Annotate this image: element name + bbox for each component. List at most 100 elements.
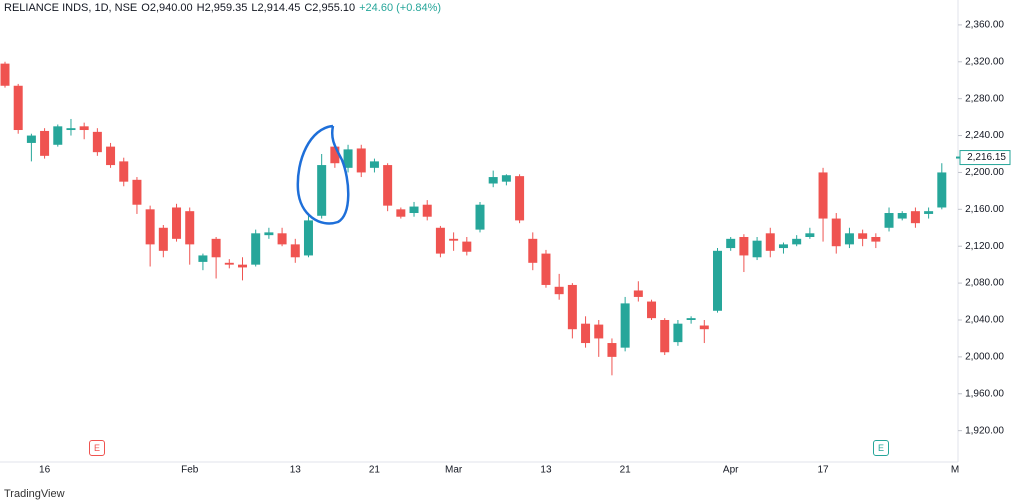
header-item: O2,940.00: [141, 2, 193, 14]
candle-body: [79, 126, 89, 131]
x-tick-label: Mar: [445, 465, 463, 476]
candle-body: [185, 211, 195, 245]
candle-body: [330, 146, 340, 164]
candle-body: [343, 149, 353, 168]
candle-body: [488, 177, 498, 184]
y-tick-label: 2,040.00: [965, 315, 1004, 326]
candle-body: [581, 323, 591, 344]
header-item: H2,959.35: [196, 2, 248, 14]
y-tick-label: 2,120.00: [965, 241, 1004, 252]
candle-body: [383, 165, 393, 206]
last-price-label: 2,216.15: [967, 152, 1006, 163]
candle-body: [739, 236, 749, 256]
candle-body: [119, 161, 129, 182]
candle-body: [356, 148, 366, 173]
candle-body: [937, 172, 947, 208]
y-tick-label: 2,360.00: [965, 20, 1004, 31]
candle-body: [686, 318, 696, 320]
candle-body: [264, 232, 274, 236]
candle-body: [198, 255, 208, 262]
candle-body: [713, 250, 722, 311]
candle-body: [752, 240, 762, 258]
y-tick-label: 2,320.00: [965, 56, 1004, 67]
candle-body: [620, 303, 630, 348]
header: RELIANCE INDS, 1D, NSE O2,940.00 H2,959.35…: [4, 2, 445, 14]
candle-body: [26, 135, 36, 143]
candle-body: [211, 238, 221, 258]
candle-body: [594, 324, 604, 339]
candle-body: [409, 206, 419, 214]
candle-body: [369, 161, 379, 168]
header-item: RELIANCE INDS, 1D, NSE: [4, 2, 138, 14]
x-tick-label: 13: [290, 465, 302, 476]
header-item: C2,955.10: [304, 2, 356, 14]
candle-body: [396, 209, 406, 217]
candle-body: [435, 227, 445, 254]
candle-body: [871, 236, 881, 242]
candle-body: [924, 211, 934, 214]
candle-body: [647, 301, 657, 319]
candle-body: [92, 131, 102, 153]
candle-body: [106, 146, 116, 166]
candle-body: [699, 325, 709, 330]
x-tick-label: Apr: [723, 465, 739, 476]
candle-body: [145, 209, 155, 245]
candle-body: [884, 213, 894, 228]
x-tick-label: 13: [540, 465, 552, 476]
candle-body: [251, 233, 261, 265]
candle-body: [607, 343, 617, 357]
candle-body: [303, 220, 313, 256]
x-tick-label: M: [951, 465, 959, 476]
y-tick-label: 2,160.00: [965, 204, 1004, 215]
candle-body: [515, 176, 525, 221]
candle-body: [277, 233, 287, 245]
candle-body: [132, 179, 142, 205]
candle-body: [290, 244, 300, 258]
candle-body: [541, 253, 551, 285]
candle-body: [858, 233, 868, 239]
candle-body: [567, 284, 577, 330]
x-tick-label: Feb: [181, 465, 199, 476]
candle-body: [778, 244, 788, 249]
candle-body: [726, 238, 736, 249]
candle-body: [462, 241, 472, 252]
candle-body: [660, 319, 670, 353]
y-tick-label: 1,920.00: [965, 425, 1004, 436]
candle-body: [818, 172, 828, 219]
candle-body: [158, 227, 168, 251]
candle-body: [844, 233, 854, 245]
candle-body: [673, 323, 683, 343]
candle-body: [172, 207, 182, 239]
y-tick-label: 2,000.00: [965, 352, 1004, 363]
y-tick-label: 2,080.00: [965, 278, 1004, 289]
header-item: +24.60 (+0.84%): [359, 2, 442, 14]
candle-body: [792, 238, 802, 245]
candle-body: [554, 286, 564, 295]
candle-body: [765, 233, 775, 251]
candle-body: [910, 211, 920, 224]
candle-body: [449, 238, 459, 241]
candle-body: [528, 238, 538, 263]
candle-body: [13, 85, 23, 131]
candle-body: [238, 264, 247, 268]
y-tick-label: 2,240.00: [965, 130, 1004, 141]
candle-body: [40, 130, 50, 156]
candle-body: [317, 165, 327, 216]
x-tick-label: 17: [817, 465, 829, 476]
header-item: L2,914.45: [251, 2, 301, 14]
event-marker[interactable]: E: [89, 440, 105, 456]
candle-body: [66, 128, 76, 131]
y-tick-label: 2,280.00: [965, 93, 1004, 104]
candle-body: [224, 262, 234, 265]
candle-body: [0, 63, 10, 86]
watermark: TradingView: [4, 488, 65, 500]
y-tick-label: 2,200.00: [965, 167, 1004, 178]
annotation-circle: [296, 124, 350, 225]
candle-body: [501, 175, 511, 182]
candle-body: [422, 204, 432, 217]
candle-body: [53, 126, 63, 145]
event-marker[interactable]: E: [873, 440, 889, 456]
candle-body: [475, 204, 485, 230]
